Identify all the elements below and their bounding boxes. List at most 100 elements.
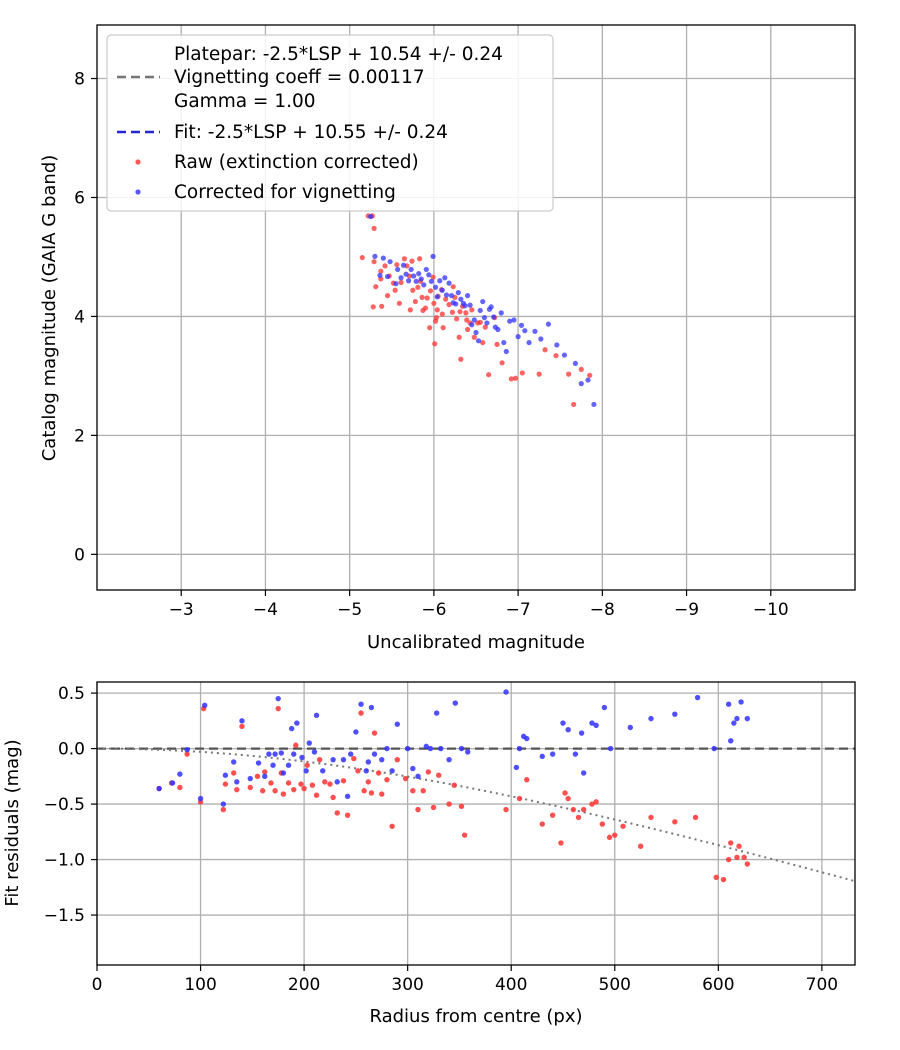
raw-residual-point xyxy=(580,806,587,813)
raw-point xyxy=(416,256,423,262)
corrected-residual-point xyxy=(234,779,240,785)
raw-point xyxy=(419,294,425,300)
corrected-residual-point xyxy=(306,740,312,746)
raw-residual-point xyxy=(516,795,523,802)
legend-entry-label: Corrected for vignetting xyxy=(174,182,396,203)
raw-residual-point xyxy=(458,803,465,809)
raw-residual-point xyxy=(741,854,747,861)
raw-residual-point xyxy=(620,823,626,829)
corrected-point xyxy=(418,276,424,282)
corrected-residual-point xyxy=(404,745,411,752)
corrected-point xyxy=(372,253,378,259)
raw-residual-point xyxy=(565,795,571,802)
corrected-point xyxy=(464,293,471,299)
corrected-point xyxy=(443,292,450,298)
raw-residual-point xyxy=(375,770,382,776)
raw-residual-point xyxy=(558,840,564,846)
raw-residual-point xyxy=(322,779,328,785)
raw-point xyxy=(422,305,429,311)
corrected-residual-point xyxy=(177,771,183,777)
bottom-x-tick-label: 500 xyxy=(599,975,631,995)
bottom-x-tick-label: 100 xyxy=(184,975,216,995)
raw-point xyxy=(477,319,483,325)
raw-point xyxy=(512,375,519,381)
raw-residual-point xyxy=(285,780,292,786)
raw-point xyxy=(536,371,542,377)
raw-residual-point xyxy=(313,792,320,798)
raw-point xyxy=(378,268,384,274)
corrected-residual-point xyxy=(230,759,237,765)
corrected-residual-point xyxy=(589,720,595,726)
raw-residual-point xyxy=(713,874,719,881)
raw-point xyxy=(373,284,379,290)
raw-residual-point xyxy=(309,782,316,788)
raw-point xyxy=(480,339,486,346)
corrected-residual-point xyxy=(358,701,364,707)
corrected-point xyxy=(491,314,497,320)
raw-residual-point xyxy=(304,762,310,768)
corrected-residual-point xyxy=(255,760,262,766)
corrected-point xyxy=(432,284,439,290)
corrected-point xyxy=(462,303,468,309)
raw-point xyxy=(486,372,492,378)
bottom-y-tick-label: 0.5 xyxy=(58,684,85,704)
corrected-residual-point xyxy=(169,780,176,786)
corrected-point xyxy=(585,377,591,383)
top-x-tick-label: −5 xyxy=(337,600,362,620)
raw-residual-point xyxy=(272,788,278,794)
corrected-point xyxy=(423,266,429,273)
raw-residual-point xyxy=(637,843,644,849)
raw-point xyxy=(457,309,463,315)
raw-residual-point xyxy=(291,786,297,793)
raw-residual-point xyxy=(220,806,227,813)
raw-residual-point xyxy=(330,794,336,801)
corrected-point xyxy=(426,272,432,278)
raw-point xyxy=(392,287,398,293)
raw-point xyxy=(587,372,593,378)
corrected-residual-point xyxy=(348,751,354,757)
corrected-point xyxy=(475,338,482,344)
raw-point xyxy=(566,371,572,377)
corrected-point xyxy=(503,348,509,355)
legend-entry-label: Platepar: -2.5*LSP + 10.54 +/- 0.24 xyxy=(174,44,503,65)
legend-entry-label: Fit: -2.5*LSP + 10.55 +/- 0.24 xyxy=(174,122,448,143)
corrected-residual-point xyxy=(438,745,444,752)
raw-residual-point xyxy=(327,781,333,787)
raw-point xyxy=(450,284,456,290)
raw-residual-point xyxy=(575,814,582,821)
raw-residual-point xyxy=(361,788,367,794)
corrected-residual-point xyxy=(353,729,359,735)
raw-point xyxy=(499,360,505,366)
corrected-residual-point xyxy=(247,775,253,782)
raw-residual-point xyxy=(734,854,740,861)
raw-point xyxy=(359,254,365,261)
raw-residual-point xyxy=(415,806,421,813)
bottom-x-tick-label: 200 xyxy=(288,975,320,995)
corrected-residual-point xyxy=(516,745,523,752)
corrected-point xyxy=(398,275,404,281)
bottom-x-tick-label: 300 xyxy=(391,975,423,995)
bottom-y-tick-label: −0.5 xyxy=(44,795,85,815)
raw-point xyxy=(542,347,548,353)
raw-point xyxy=(508,376,514,382)
raw-point xyxy=(519,370,525,376)
top-legend: Platepar: -2.5*LSP + 10.54 +/- 0.24Vigne… xyxy=(106,34,554,212)
raw-residual-point xyxy=(720,876,727,883)
top-plot-frame xyxy=(96,24,856,591)
top-y-tick-label: 4 xyxy=(74,307,85,327)
corrected-point xyxy=(498,310,504,316)
corrected-point xyxy=(511,317,517,323)
raw-residual-point xyxy=(425,769,432,775)
corrected-residual-point xyxy=(262,773,268,780)
legend-marker-swatch xyxy=(135,189,141,195)
raw-point xyxy=(494,341,500,347)
top-x-axis-label: Uncalibrated magnitude xyxy=(367,632,585,653)
bottom-plot-frame xyxy=(96,681,856,966)
raw-point xyxy=(482,324,488,330)
corrected-residual-point xyxy=(601,704,608,711)
top-y-tick-label: 2 xyxy=(74,426,85,446)
corrected-point xyxy=(578,381,584,387)
top-x-tick-label: −7 xyxy=(506,600,531,620)
corrected-point xyxy=(507,318,513,324)
corrected-residual-point xyxy=(394,721,401,727)
